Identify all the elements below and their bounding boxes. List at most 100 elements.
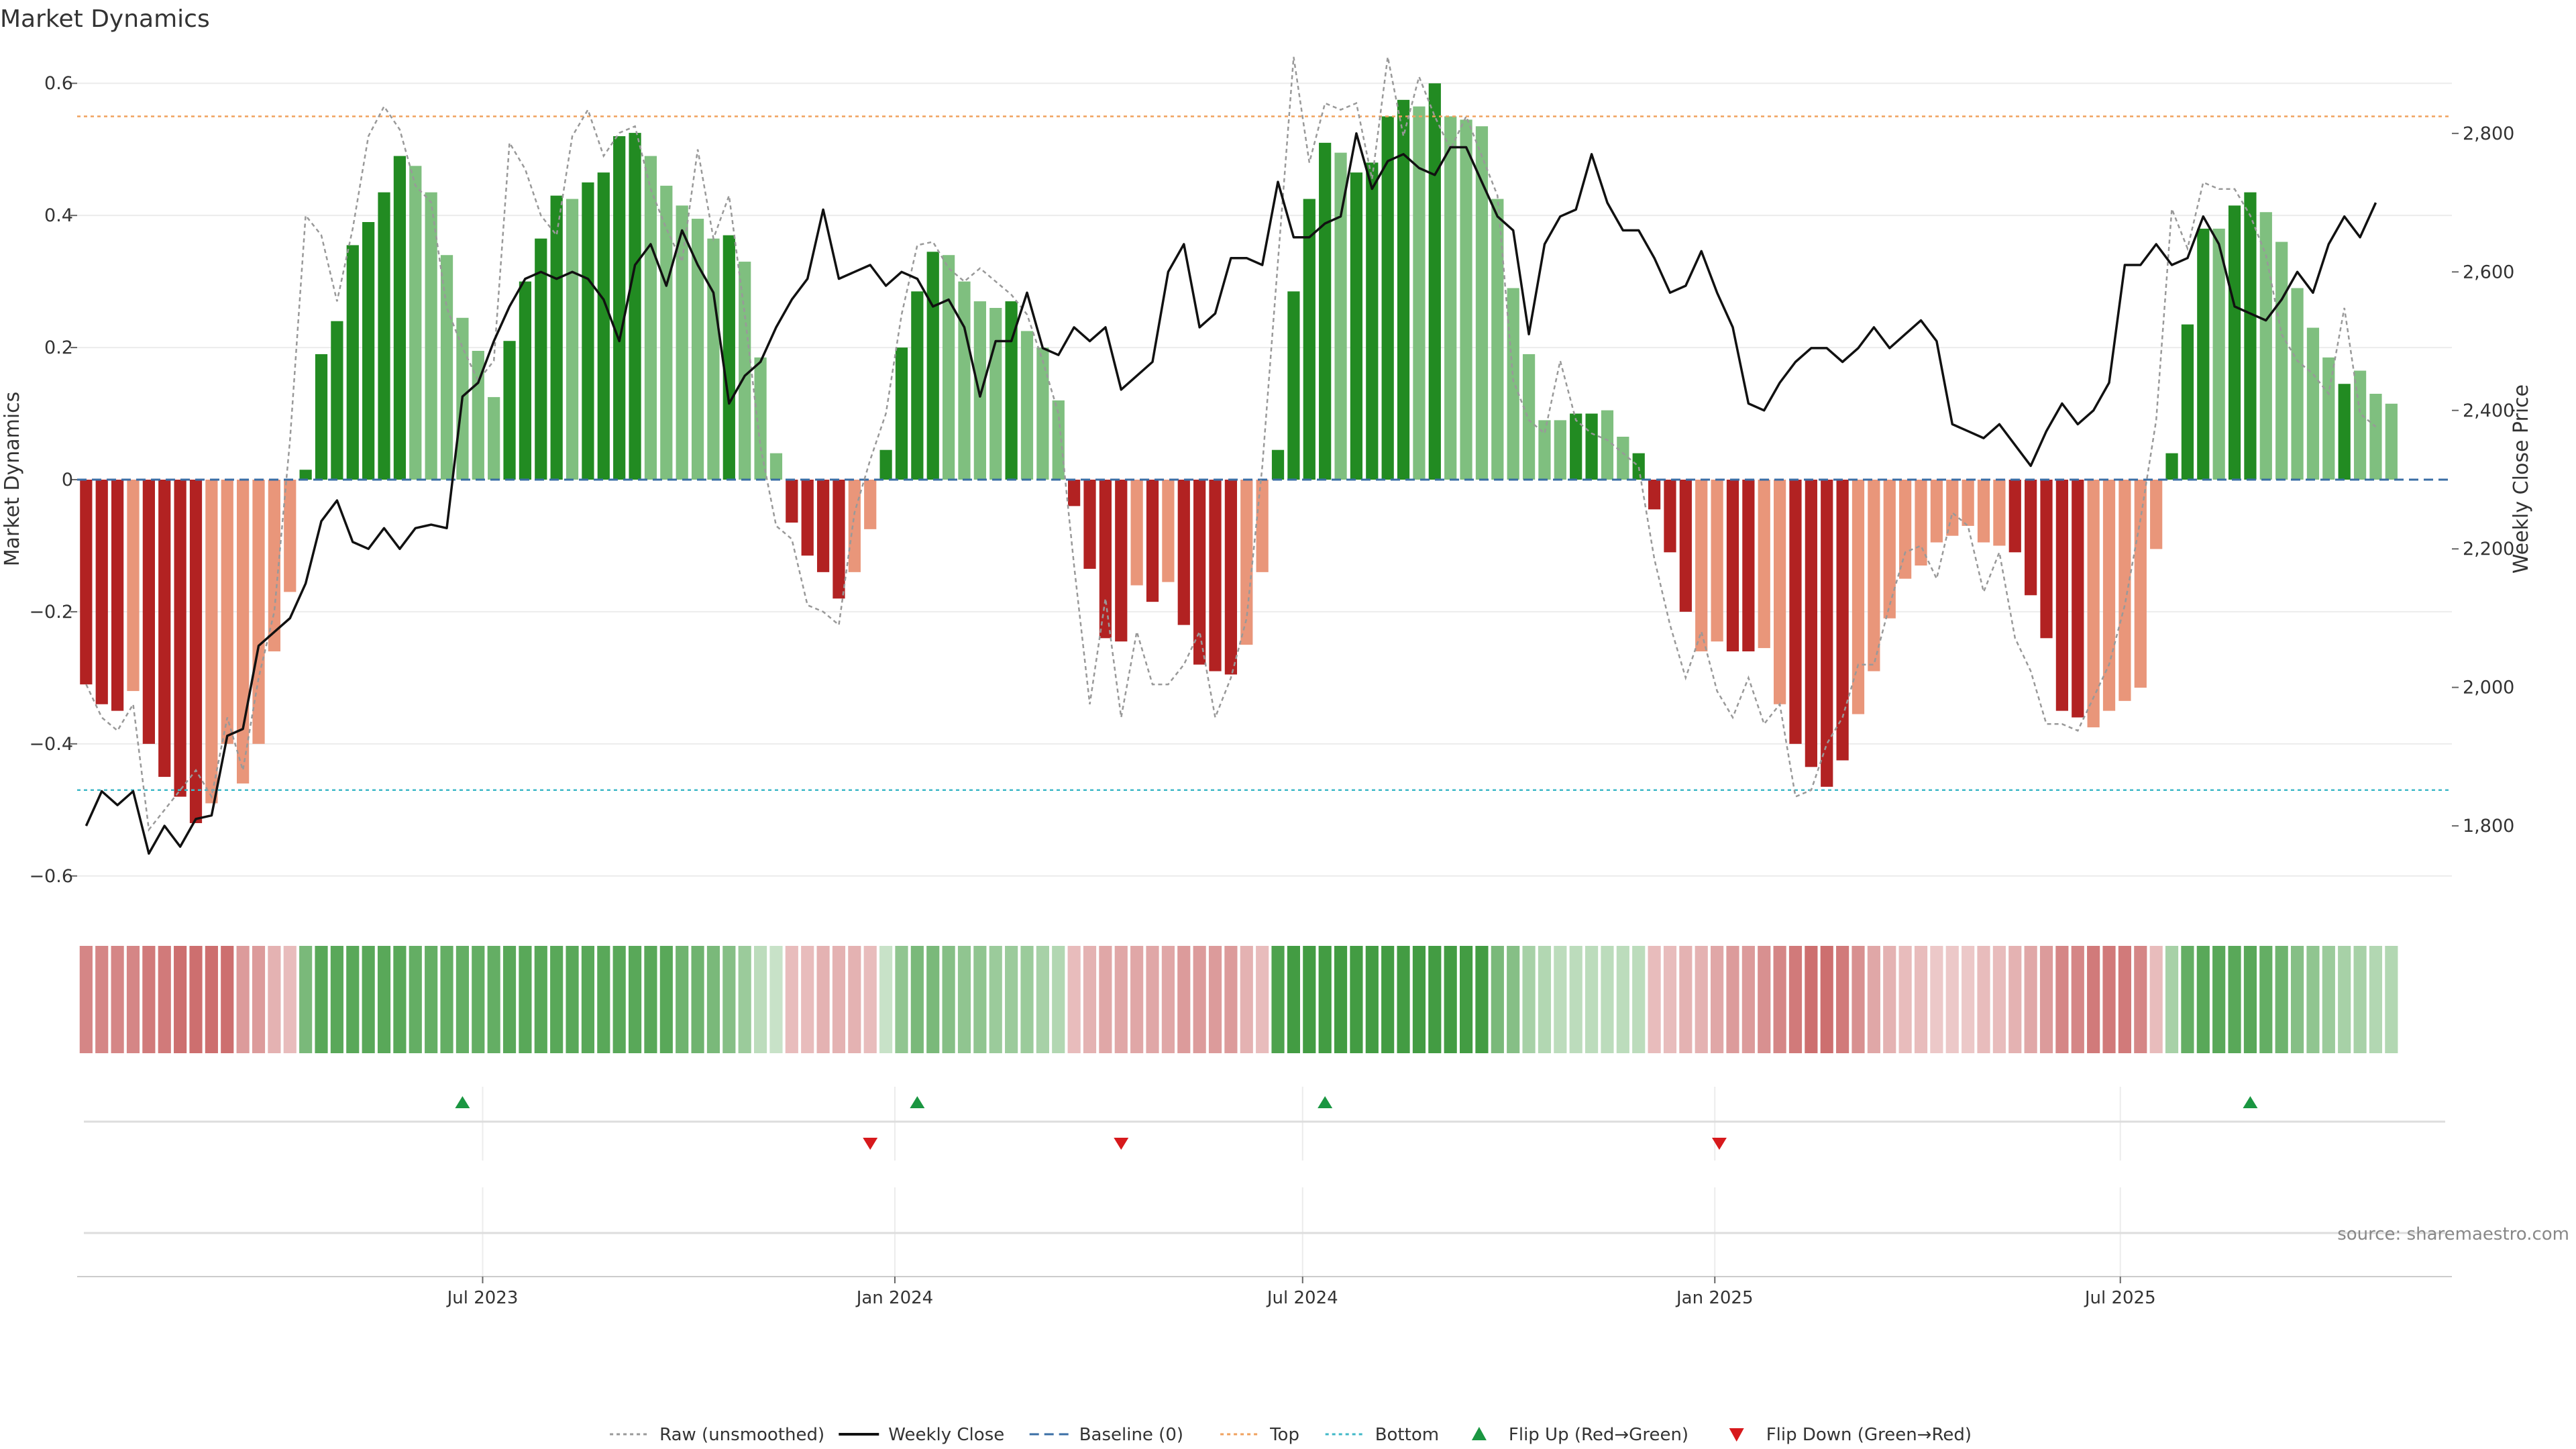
- bar-16: [331, 321, 343, 480]
- bar-51: [879, 449, 892, 480]
- bar-88: [1460, 119, 1472, 480]
- bar-32: [582, 182, 594, 480]
- strip-cell-36: [644, 946, 657, 1053]
- strip-cell-19: [377, 946, 391, 1053]
- strip-cell-18: [362, 946, 375, 1053]
- strip-cell-95: [1569, 946, 1582, 1053]
- bar-110: [1805, 480, 1817, 767]
- strip-cell-48: [832, 946, 846, 1053]
- bar-57: [973, 301, 986, 480]
- bar-43: [754, 357, 767, 480]
- bar-37: [660, 185, 673, 480]
- bar-64: [1083, 480, 1096, 569]
- bar-75: [1256, 480, 1269, 572]
- y-tick-label-0: 0.6: [44, 73, 73, 94]
- bar-104: [1711, 480, 1723, 642]
- bar-4: [142, 480, 155, 744]
- bar-58: [989, 308, 1002, 480]
- bar-119: [1946, 480, 1959, 536]
- bar-100: [1648, 480, 1661, 510]
- strip-cell-25: [472, 946, 485, 1053]
- bar-73: [1224, 480, 1238, 675]
- strip-cell-11: [252, 946, 266, 1053]
- strip-cell-24: [455, 946, 469, 1053]
- strip-cell-47: [816, 946, 830, 1053]
- bar-122: [1993, 480, 2006, 546]
- bar-68: [1146, 480, 1159, 602]
- strip-cell-105: [1726, 946, 1739, 1053]
- strip-cell-56: [957, 946, 971, 1053]
- strip-cell-20: [393, 946, 407, 1053]
- strip-cell-32: [581, 946, 595, 1053]
- bar-138: [2244, 192, 2257, 480]
- strip-cell-137: [2228, 946, 2241, 1053]
- strip-cell-127: [2071, 946, 2084, 1053]
- strip-cell-0: [79, 946, 93, 1053]
- bar-63: [1068, 480, 1081, 506]
- bar-34: [613, 136, 626, 480]
- strip-cell-57: [973, 946, 987, 1053]
- bar-48: [833, 480, 845, 599]
- strip-cell-7: [189, 946, 203, 1053]
- strip-cell-27: [502, 946, 517, 1053]
- strip-cell-70: [1177, 946, 1191, 1053]
- bar-11: [252, 480, 265, 744]
- strip-cell-109: [1788, 946, 1803, 1053]
- strip-cell-138: [2243, 946, 2257, 1053]
- legend-swatch-6: [1729, 1428, 1744, 1442]
- bar-146: [2369, 394, 2382, 480]
- flip-markers: [455, 1096, 2258, 1150]
- bar-115: [1883, 480, 1896, 619]
- strip-cell-58: [989, 946, 1002, 1053]
- bar-78: [1303, 199, 1316, 480]
- strip-cell-61: [1036, 946, 1049, 1053]
- bar-99: [1632, 453, 1645, 480]
- bar-141: [2291, 288, 2304, 480]
- strip-cell-143: [2322, 946, 2335, 1053]
- strip-cell-45: [785, 946, 798, 1053]
- y-tick-label-4: −0.2: [29, 602, 73, 623]
- bar-13: [284, 480, 297, 592]
- bar-108: [1774, 480, 1786, 704]
- strip-cell-42: [738, 946, 751, 1053]
- strip-cell-116: [1898, 946, 1912, 1053]
- y2-tick-label-2: 2,400: [2463, 400, 2514, 421]
- strip-cell-23: [440, 946, 453, 1053]
- strip-cell-53: [910, 946, 924, 1053]
- source-note: source: sharemaestro.com: [2337, 1224, 2569, 1244]
- bar-135: [2197, 228, 2210, 480]
- strip-cell-77: [1287, 946, 1300, 1053]
- strip-cell-102: [1679, 946, 1693, 1053]
- strip-cell-54: [926, 946, 940, 1053]
- bar-41: [722, 235, 735, 480]
- bar-54: [926, 252, 939, 480]
- bar-40: [707, 238, 720, 480]
- main-gridlines: [77, 83, 2452, 877]
- lower-panel-gridlines: [84, 1087, 2445, 1277]
- bar-30: [550, 195, 563, 480]
- strip-cell-3: [126, 946, 140, 1053]
- strip-cell-83: [1381, 946, 1395, 1053]
- strip-cell-122: [1992, 946, 2006, 1053]
- y-tick-label-5: −0.4: [29, 734, 73, 755]
- strip-cell-92: [1522, 946, 1536, 1053]
- bar-126: [2055, 480, 2069, 711]
- bar-3: [127, 480, 140, 692]
- strip-cell-60: [1020, 946, 1034, 1053]
- y-tick-label-2: 0.2: [44, 337, 73, 358]
- strip-cell-71: [1193, 946, 1206, 1053]
- bar-67: [1130, 480, 1143, 586]
- bar-44: [769, 453, 783, 480]
- strip-cell-130: [2118, 946, 2131, 1053]
- bar-77: [1287, 291, 1300, 480]
- strip-cell-31: [566, 946, 579, 1053]
- bar-118: [1930, 480, 1943, 543]
- bar-136: [2212, 228, 2225, 480]
- bar-106: [1742, 480, 1755, 651]
- strip-cell-62: [1052, 946, 1065, 1053]
- market-dynamics-bars: [80, 83, 2398, 823]
- bar-46: [801, 480, 814, 556]
- bar-60: [1020, 331, 1034, 480]
- bar-61: [1036, 347, 1049, 480]
- strip-cell-28: [519, 946, 532, 1053]
